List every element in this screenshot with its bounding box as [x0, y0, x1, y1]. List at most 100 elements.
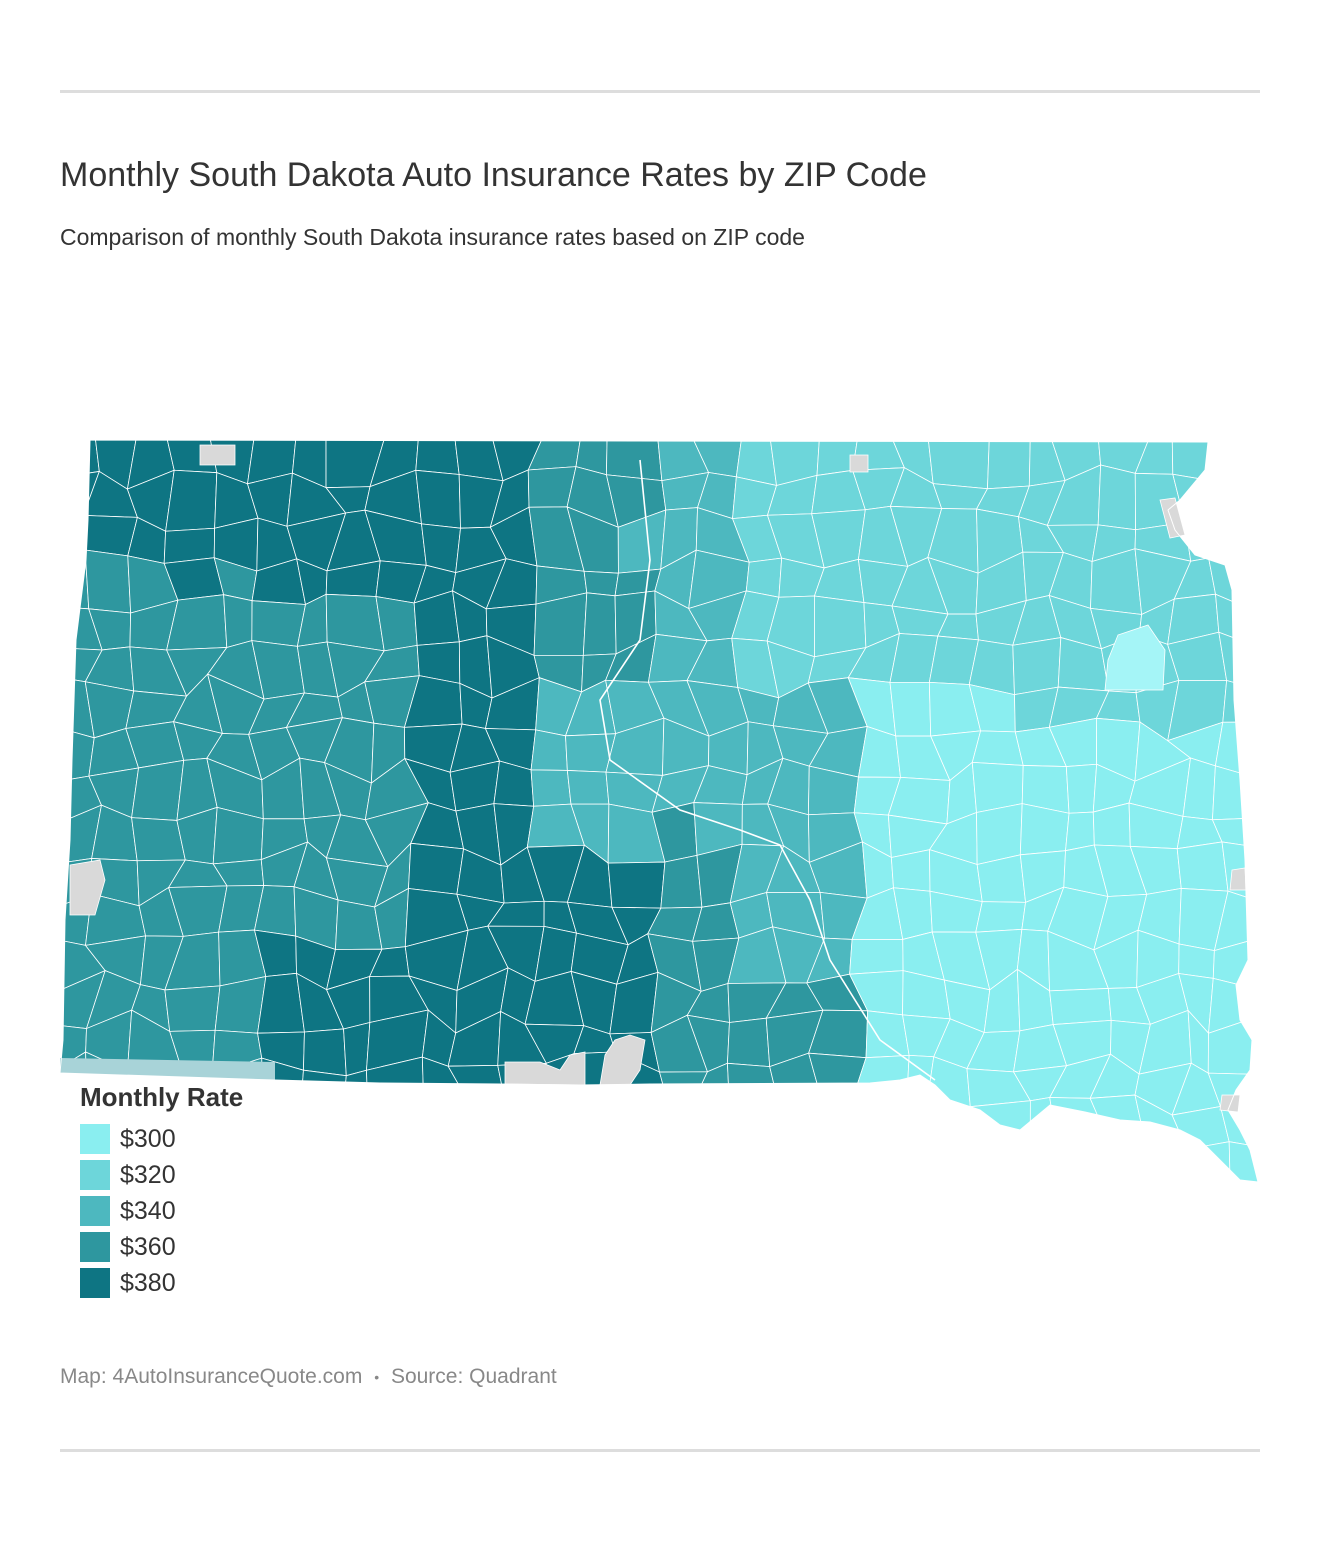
zip-region[interactable] — [291, 1143, 342, 1190]
zip-region-lowest[interactable] — [1104, 624, 1166, 691]
zip-region[interactable] — [1012, 637, 1062, 696]
zip-region[interactable] — [484, 1136, 547, 1190]
zip-region[interactable] — [658, 1071, 709, 1101]
zip-region[interactable] — [415, 469, 461, 529]
zip-region[interactable] — [971, 730, 1024, 766]
zip-region[interactable] — [543, 1138, 584, 1190]
zip-region[interactable] — [727, 1017, 771, 1068]
zip-region[interactable] — [164, 985, 221, 1032]
zip-region[interactable] — [445, 1097, 508, 1139]
zip-region[interactable] — [1065, 811, 1095, 852]
zip-region[interactable] — [340, 1102, 382, 1156]
zip-region[interactable] — [937, 1137, 986, 1190]
zip-region[interactable] — [808, 1052, 867, 1099]
zip-region[interactable] — [261, 1095, 308, 1148]
zip-region[interactable] — [447, 1064, 508, 1114]
zip-region[interactable] — [251, 600, 306, 647]
zip-region[interactable] — [1176, 841, 1229, 892]
zip-region[interactable] — [55, 435, 100, 479]
zip-region[interactable] — [1097, 464, 1136, 531]
zip-region[interactable] — [55, 514, 86, 572]
zip-region[interactable] — [380, 1147, 417, 1190]
zip-region[interactable] — [969, 1100, 1031, 1156]
zip-region[interactable] — [1217, 435, 1260, 484]
zip-region[interactable] — [131, 759, 185, 821]
zip-region[interactable] — [977, 1150, 1031, 1190]
zip-region[interactable] — [583, 570, 619, 597]
zip-region[interactable] — [415, 1098, 468, 1149]
zip-region[interactable] — [325, 593, 385, 652]
zip-region[interactable] — [889, 681, 932, 737]
zip-region[interactable] — [165, 469, 218, 532]
zip-region[interactable] — [1172, 473, 1225, 523]
zip-region[interactable] — [616, 1096, 668, 1153]
zip-region[interactable] — [567, 1140, 625, 1190]
zip-region[interactable] — [301, 1069, 347, 1114]
zip-region[interactable] — [301, 1095, 344, 1151]
zip-region[interactable] — [1222, 680, 1260, 723]
zip-region[interactable] — [656, 1093, 698, 1149]
zip-region[interactable] — [1049, 988, 1112, 1025]
zip-region[interactable] — [1105, 1135, 1147, 1190]
zip-region[interactable] — [1058, 1135, 1111, 1190]
zip-region[interactable] — [530, 729, 568, 771]
zip-region[interactable] — [408, 842, 465, 895]
zip-region[interactable] — [262, 1143, 308, 1190]
zip-region[interactable] — [927, 435, 990, 490]
zip-region[interactable] — [343, 1021, 371, 1077]
zip-region[interactable] — [223, 594, 253, 648]
zip-region[interactable] — [534, 1106, 575, 1142]
zip-region[interactable] — [566, 770, 610, 805]
zip-region[interactable] — [817, 1094, 861, 1146]
zip-region[interactable] — [567, 1096, 625, 1153]
zip-region[interactable] — [607, 861, 666, 909]
top-divider — [60, 90, 1260, 93]
zip-region[interactable] — [408, 1137, 463, 1190]
zip-region[interactable] — [214, 975, 267, 1034]
zip-region[interactable] — [660, 854, 703, 909]
zip-region[interactable] — [131, 817, 186, 862]
zip-region[interactable] — [987, 435, 1031, 490]
zip-region[interactable] — [1022, 1150, 1062, 1190]
zip-region[interactable] — [730, 1134, 783, 1190]
zip-region[interactable] — [1208, 507, 1260, 559]
zip-region[interactable] — [812, 1139, 871, 1190]
zip-region[interactable] — [976, 803, 1023, 866]
zip-region[interactable] — [852, 1097, 908, 1160]
zip-region[interactable] — [687, 1139, 746, 1190]
zip-region[interactable] — [745, 557, 783, 598]
zip-region[interactable] — [582, 592, 617, 656]
zip-region[interactable] — [339, 1149, 383, 1190]
zip-region[interactable] — [488, 1106, 547, 1140]
zip-region[interactable] — [163, 527, 216, 564]
zip-region[interactable] — [1228, 1141, 1260, 1190]
zip-region[interactable] — [901, 1137, 942, 1190]
zip-region[interactable] — [1065, 763, 1098, 814]
zip-region[interactable] — [1212, 765, 1260, 821]
zip-region[interactable] — [84, 549, 132, 614]
zip-region[interactable] — [605, 1147, 662, 1190]
zip-region[interactable] — [445, 1136, 490, 1190]
zip-region[interactable] — [688, 1093, 746, 1160]
zip-region[interactable] — [657, 1139, 690, 1190]
zip-region[interactable] — [342, 1069, 368, 1114]
zip-region[interactable] — [926, 1101, 979, 1156]
zip-region[interactable] — [527, 435, 582, 471]
zip-region[interactable] — [1180, 1141, 1231, 1190]
zip-region[interactable] — [975, 901, 1027, 933]
zip-region[interactable] — [303, 1028, 347, 1077]
zip-region[interactable] — [606, 435, 663, 482]
zip-region[interactable] — [859, 1139, 904, 1190]
zip-region[interactable] — [729, 1110, 783, 1160]
zip-region[interactable] — [367, 1099, 425, 1156]
zip-region[interactable] — [903, 1100, 939, 1160]
zip-region[interactable] — [1213, 470, 1260, 516]
zip-region[interactable] — [890, 849, 931, 892]
zip-region[interactable] — [849, 939, 904, 975]
zip-region[interactable] — [1140, 1145, 1188, 1190]
zip-region[interactable] — [779, 1094, 821, 1146]
zip-region[interactable] — [814, 595, 867, 658]
zip-region[interactable] — [768, 1135, 819, 1190]
zip-region[interactable] — [530, 769, 572, 807]
